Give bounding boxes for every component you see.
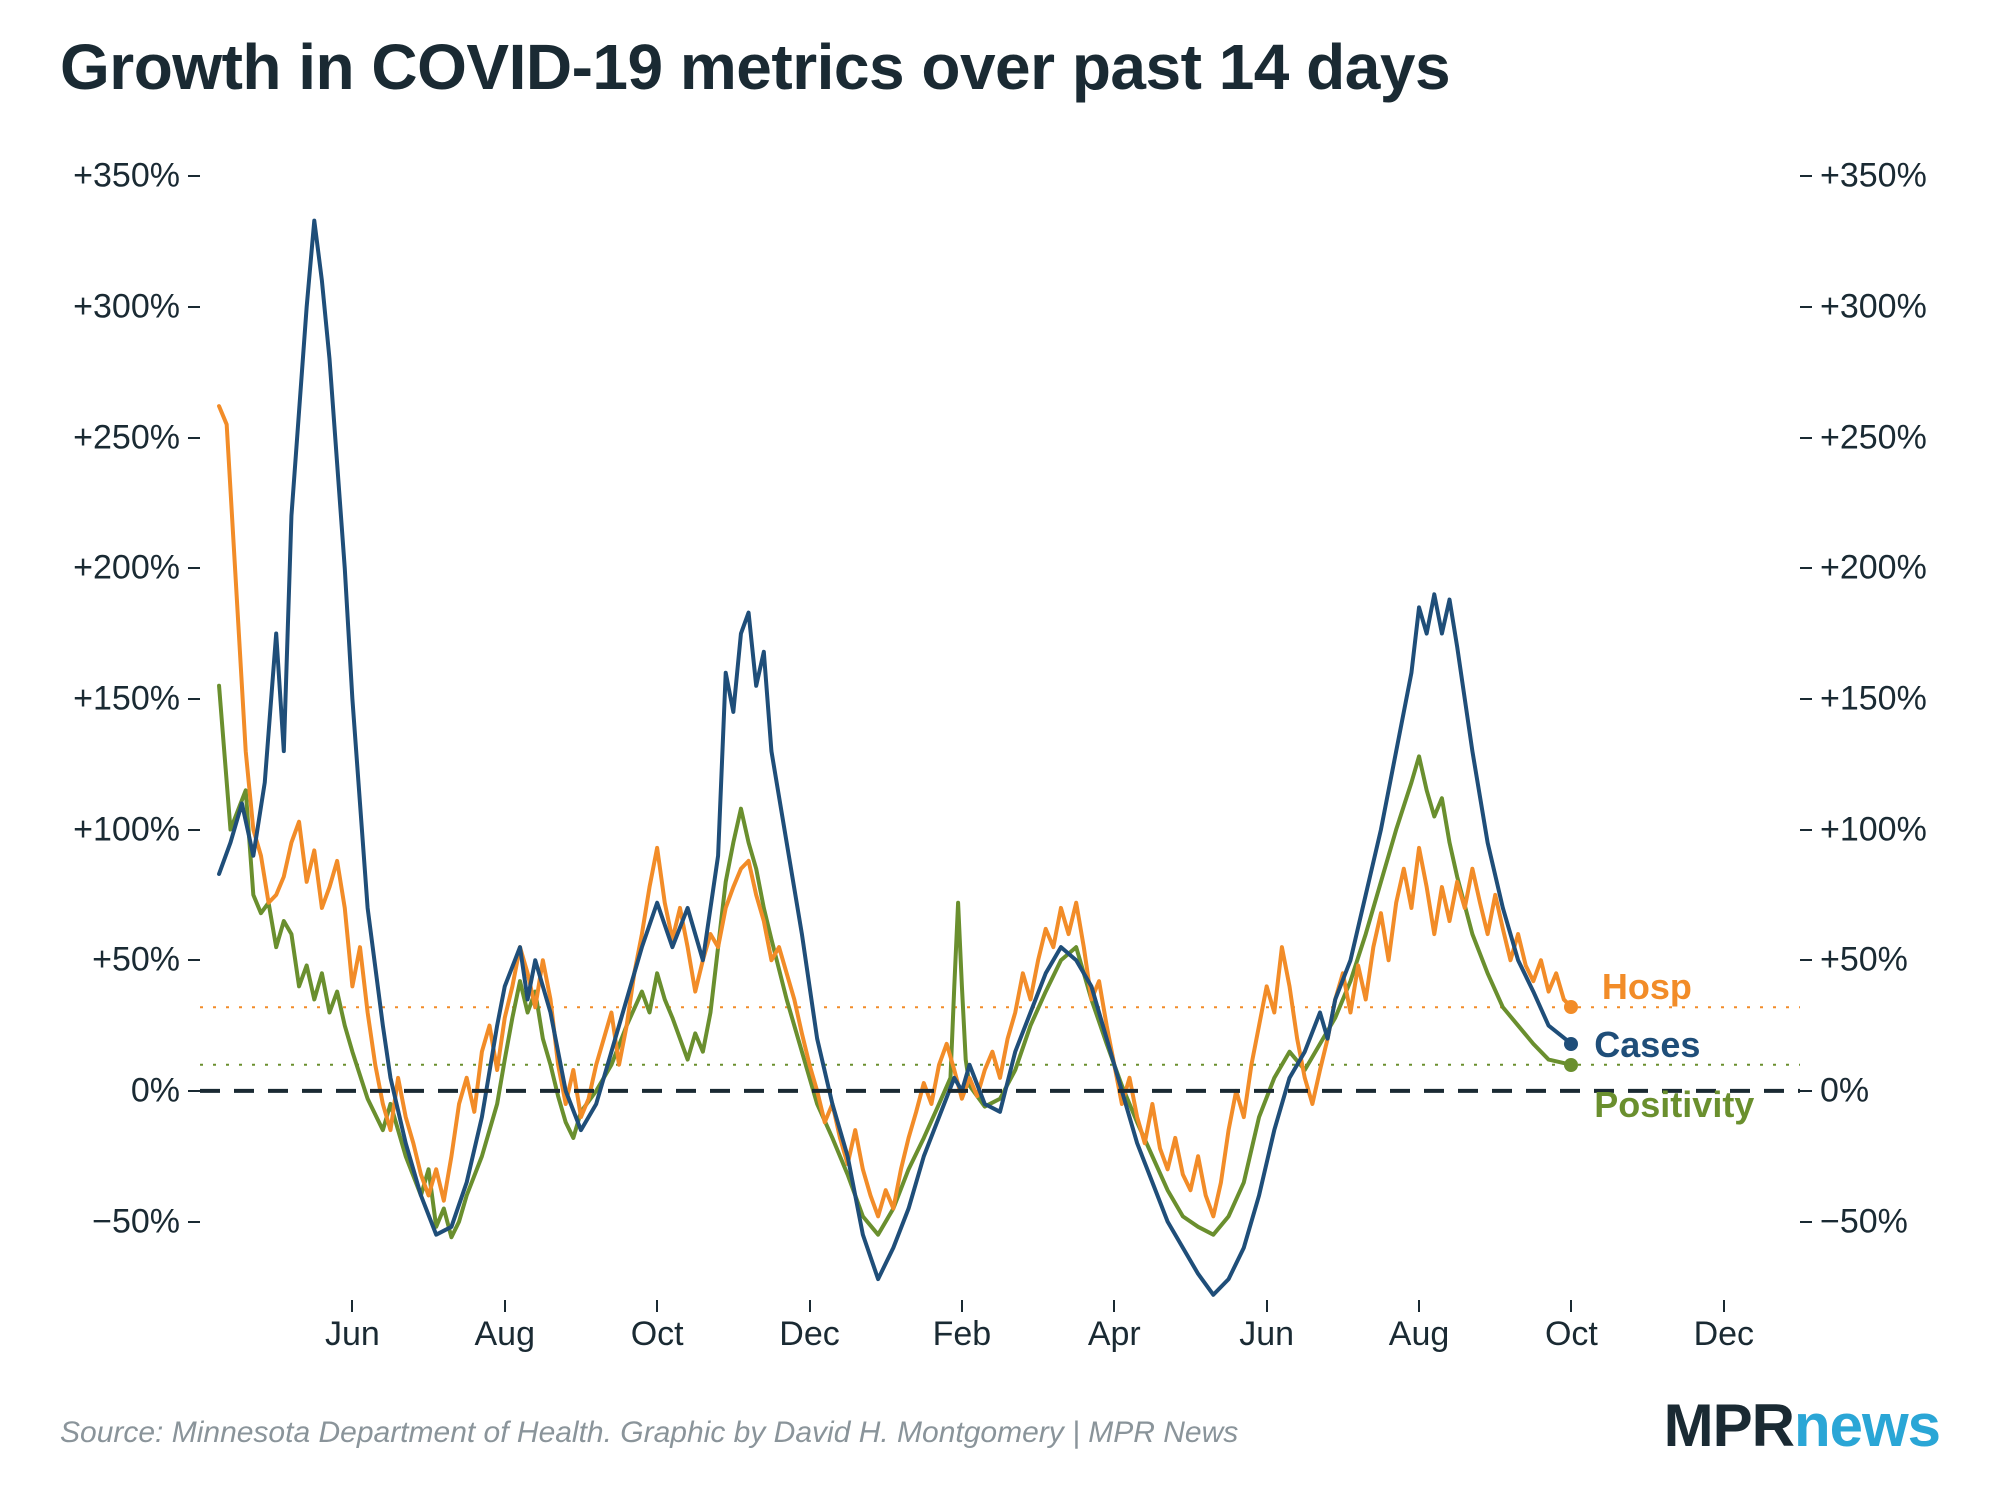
x-tick-mark xyxy=(961,1300,963,1312)
x-tick-mark xyxy=(1723,1300,1725,1312)
x-tick-mark xyxy=(351,1300,353,1312)
y-tick-label-left: +50% xyxy=(40,941,180,980)
y-tick-label-right: 0% xyxy=(1820,1071,1980,1110)
y-tick-label-left: +150% xyxy=(40,679,180,718)
x-tick-label: Aug xyxy=(475,1315,536,1354)
y-tick-label-left: +250% xyxy=(40,418,180,457)
y-tick-label-left: 0% xyxy=(40,1071,180,1110)
x-tick-label: Dec xyxy=(779,1315,839,1354)
y-tick-mark-right xyxy=(1800,437,1812,439)
x-tick-label: Apr xyxy=(1088,1315,1141,1354)
y-tick-mark-left xyxy=(188,567,200,569)
label-cases: Cases xyxy=(1594,1024,1700,1066)
mpr-news-logo: MPRnews xyxy=(1664,1391,1940,1460)
y-tick-label-right: +350% xyxy=(1820,157,1980,196)
x-tick-label: Jun xyxy=(1239,1315,1294,1354)
y-tick-label-left: −50% xyxy=(40,1202,180,1241)
y-tick-mark-left xyxy=(188,175,200,177)
y-tick-mark-left xyxy=(188,306,200,308)
y-tick-mark-left xyxy=(188,698,200,700)
y-tick-mark-right xyxy=(1800,1090,1812,1092)
logo-part2: news xyxy=(1794,1392,1940,1459)
y-tick-mark-right xyxy=(1800,698,1812,700)
y-tick-mark-right xyxy=(1800,1221,1812,1223)
x-tick-label: Aug xyxy=(1389,1315,1450,1354)
x-tick-label: Jun xyxy=(325,1315,380,1354)
y-tick-label-left: +300% xyxy=(40,287,180,326)
y-tick-label-right: +150% xyxy=(1820,679,1980,718)
x-tick-mark xyxy=(1570,1300,1572,1312)
x-tick-mark xyxy=(656,1300,658,1312)
label-positivity: Positivity xyxy=(1594,1084,1754,1126)
endpoint-positivity xyxy=(1564,1058,1578,1072)
y-tick-mark-left xyxy=(188,437,200,439)
y-tick-mark-left xyxy=(188,1090,200,1092)
chart-frame: Growth in COVID-19 metrics over past 14 … xyxy=(0,0,2000,1500)
y-tick-mark-left xyxy=(188,1221,200,1223)
y-tick-label-right: +200% xyxy=(1820,549,1980,588)
y-tick-label-right: −50% xyxy=(1820,1202,1980,1241)
source-caption: Source: Minnesota Department of Health. … xyxy=(60,1416,1238,1450)
x-tick-mark xyxy=(1266,1300,1268,1312)
chart-svg xyxy=(200,150,1800,1300)
y-tick-mark-left xyxy=(188,959,200,961)
y-tick-mark-left xyxy=(188,829,200,831)
x-tick-label: Oct xyxy=(631,1315,684,1354)
x-tick-label: Oct xyxy=(1545,1315,1598,1354)
x-tick-label: Dec xyxy=(1694,1315,1754,1354)
x-tick-label: Feb xyxy=(933,1315,992,1354)
series-positivity xyxy=(219,686,1571,1237)
y-tick-label-right: +250% xyxy=(1820,418,1980,457)
series-hosp xyxy=(219,406,1571,1216)
chart-title: Growth in COVID-19 metrics over past 14 … xyxy=(60,30,1450,104)
series-cases xyxy=(219,221,1571,1295)
y-tick-mark-right xyxy=(1800,175,1812,177)
x-tick-mark xyxy=(1113,1300,1115,1312)
y-tick-label-right: +50% xyxy=(1820,941,1980,980)
y-tick-mark-right xyxy=(1800,306,1812,308)
y-tick-label-left: +100% xyxy=(40,810,180,849)
x-tick-mark xyxy=(504,1300,506,1312)
y-tick-mark-right xyxy=(1800,959,1812,961)
endpoint-hosp xyxy=(1564,1000,1578,1014)
endpoint-cases xyxy=(1564,1037,1578,1051)
y-tick-label-right: +300% xyxy=(1820,287,1980,326)
y-tick-label-right: +100% xyxy=(1820,810,1980,849)
y-tick-label-left: +200% xyxy=(40,549,180,588)
x-tick-mark xyxy=(809,1300,811,1312)
x-tick-mark xyxy=(1418,1300,1420,1312)
plot-area: −50%−50%0%0%+50%+50%+100%+100%+150%+150%… xyxy=(200,150,1800,1300)
y-tick-label-left: +350% xyxy=(40,157,180,196)
logo-part1: MPR xyxy=(1664,1392,1794,1459)
y-tick-mark-right xyxy=(1800,829,1812,831)
y-tick-mark-right xyxy=(1800,567,1812,569)
label-hosp: Hosp xyxy=(1602,966,1692,1008)
